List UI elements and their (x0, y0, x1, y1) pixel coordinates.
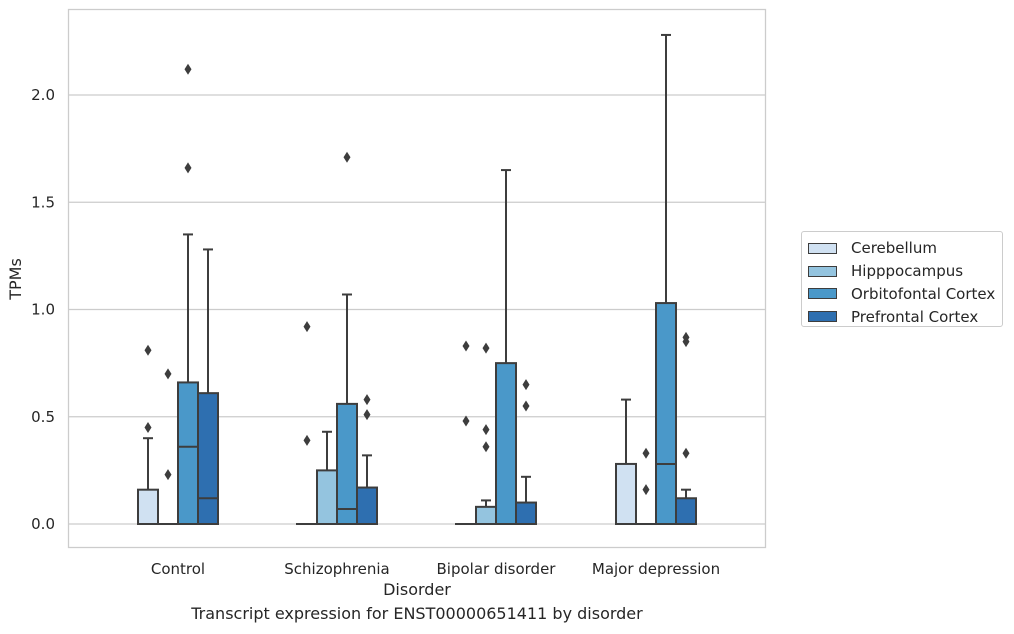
outlier-point (462, 415, 470, 427)
box-group (336, 151, 358, 526)
box (137, 488, 159, 525)
box-group (177, 63, 199, 525)
outlier-point (482, 342, 490, 354)
x-axis-ticks: Control Schizophrenia Bipolar disorder Majo… (151, 560, 720, 578)
plot-area-frame (67, 8, 767, 549)
outlier-point (144, 421, 152, 433)
box-group (515, 379, 537, 525)
box-group (197, 248, 219, 525)
x-axis-label: Disorder (383, 580, 451, 599)
legend-swatch-hippocampus (808, 265, 837, 277)
outlier-point (164, 469, 172, 481)
legend-item: Cerebellum (808, 237, 1002, 260)
x-tick-label: Major depression (592, 560, 720, 578)
outlier-point (522, 400, 530, 412)
outlier-point (164, 368, 172, 380)
box-group (655, 33, 677, 525)
box-group (296, 321, 318, 526)
box (316, 469, 338, 525)
figure-caption: Transcript expression for ENST0000065141… (191, 604, 643, 623)
outlier-point (642, 484, 650, 496)
legend-item: Orbitofontal Cortex (808, 283, 1002, 306)
box-group (495, 169, 517, 525)
outlier-point (522, 379, 530, 391)
x-tick-label: Schizophrenia (284, 560, 389, 578)
y-tick-label: 0.0 (31, 515, 55, 533)
box-group (615, 398, 637, 526)
legend-swatch-orbitofrontal (808, 288, 837, 300)
y-tick-label: 1.0 (31, 301, 55, 319)
outlier-point (343, 151, 351, 163)
box-group (316, 430, 338, 525)
outlier-point (482, 441, 490, 453)
legend-item: Prefrontal Cortex (808, 305, 1002, 328)
legend-label: Prefrontal Cortex (851, 307, 979, 326)
box-group (157, 368, 179, 526)
outlier-point (363, 394, 371, 406)
outlier-point (184, 162, 192, 174)
outlier-point (303, 434, 311, 446)
outlier-point (682, 331, 690, 343)
legend: Cerebellum Hipppocampus Orbitofontal Cor… (801, 231, 1003, 327)
legend-swatch-prefrontal (808, 311, 837, 323)
outlier-point (482, 424, 490, 436)
legend-label: Orbitofontal Cortex (851, 284, 996, 303)
box (495, 362, 517, 525)
box (655, 302, 677, 525)
box-group (675, 331, 697, 526)
outlier-point (144, 344, 152, 356)
outlier-point (363, 409, 371, 421)
outlier-point (462, 340, 470, 352)
box (615, 462, 637, 526)
y-axis-ticks: 0.0 0.5 1.0 1.5 2.0 (31, 86, 55, 533)
outlier-point (303, 321, 311, 333)
box (177, 381, 199, 525)
box-group (137, 344, 159, 525)
outlier-point (184, 63, 192, 75)
box-group (475, 342, 497, 525)
y-tick-label: 1.5 (31, 193, 55, 211)
x-tick-label: Control (151, 560, 205, 578)
outlier-point (682, 447, 690, 459)
legend-item: Hipppocampus (808, 260, 1002, 283)
box-group (356, 394, 378, 526)
x-tick-label: Bipolar disorder (437, 560, 557, 578)
box-group (635, 447, 657, 526)
box (675, 497, 697, 526)
box-group (455, 340, 477, 526)
box (336, 402, 358, 526)
outlier-point (642, 447, 650, 459)
box (197, 392, 219, 525)
box (515, 501, 537, 525)
y-axis-label: TPMs (6, 258, 25, 301)
box (356, 486, 378, 526)
y-tick-label: 0.5 (31, 408, 55, 426)
legend-swatch-cerebellum (808, 242, 837, 254)
y-tick-label: 2.0 (31, 86, 55, 104)
box (475, 505, 497, 525)
legend-label: Hipppocampus (851, 262, 964, 281)
box-series (137, 33, 697, 526)
legend-label: Cerebellum (851, 239, 937, 258)
